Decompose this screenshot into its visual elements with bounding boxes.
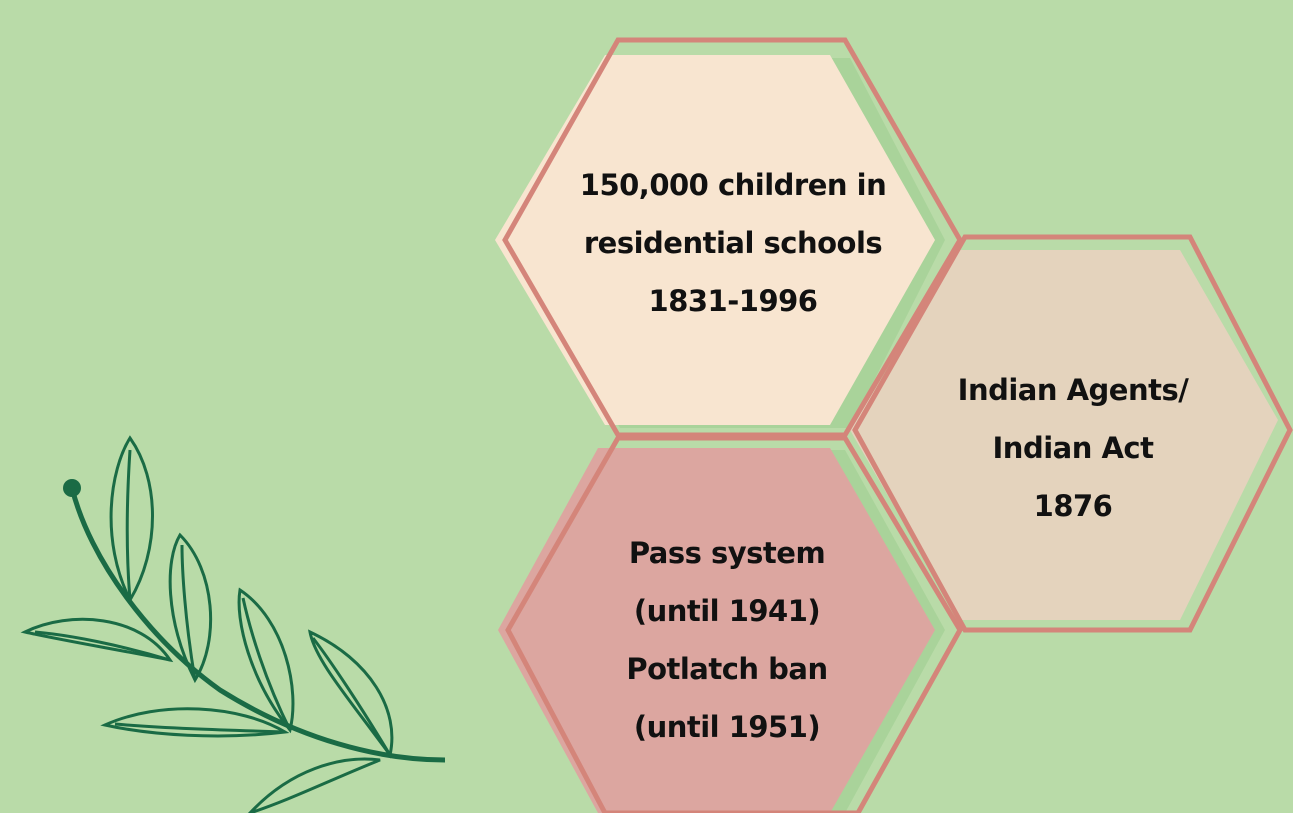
hexagon-text: 1876 [1034,489,1113,523]
slide: 150,000 children in residential schools 18… [0,0,1293,813]
hexagon-text: Indian Act [993,431,1155,465]
hexagon-text: (until 1941) [634,594,820,628]
hexagon-text: Potlatch ban [626,652,827,686]
hexagon-text: (until 1951) [634,710,820,744]
hexagon-text: Indian Agents/ [958,373,1190,407]
hexagon-text: 1831-1996 [649,284,818,318]
page: 150,000 children in residential schools 18… [0,0,1293,813]
hexagon-text: Pass system [629,536,825,570]
hexagon-text: 150,000 children in [580,168,886,202]
hexagon-text: residential schools [584,226,882,260]
